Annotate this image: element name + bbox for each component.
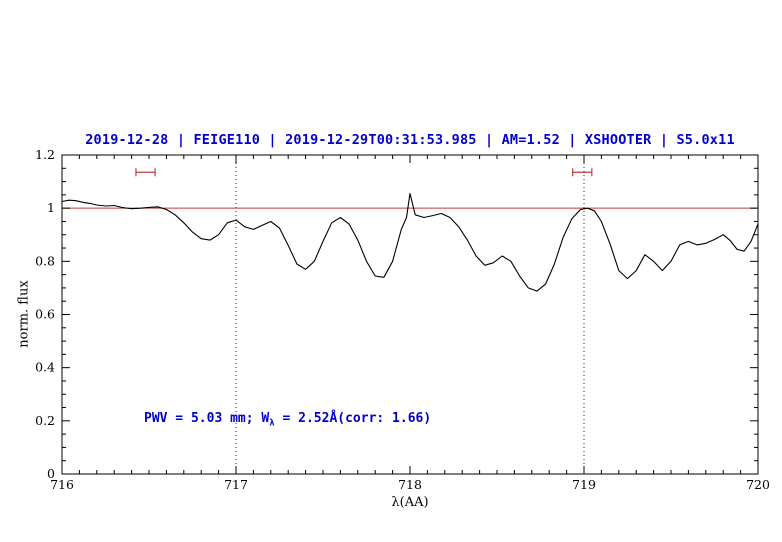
x-tick-label: 720 <box>746 477 770 492</box>
spectrum-path <box>61 192 759 292</box>
y-tick-label: 1.2 <box>35 147 55 162</box>
annotation-suffix: = 2.52Å(corr: 1.66) <box>274 411 432 426</box>
x-axis-label: λ(AA) <box>391 495 429 510</box>
x-tick-label: 716 <box>50 477 74 492</box>
y-tick-label: 0.4 <box>35 360 55 375</box>
y-tick-label: 0 <box>47 466 55 481</box>
annotation-prefix: PWV = 5.03 mm; W <box>144 411 270 426</box>
x-tick-label: 717 <box>224 477 248 492</box>
y-tick-label: 1 <box>47 200 55 215</box>
plot-title: 2019-12-28 | FEIGE110 | 2019-12-29T00:31… <box>85 132 735 148</box>
y-tick-label: 0.8 <box>35 253 55 268</box>
y-axis-label: norm. flux <box>16 280 32 348</box>
y-tick-label: 0.6 <box>35 307 55 322</box>
x-tick-label: 718 <box>398 477 422 492</box>
y-tick-label: 0.2 <box>35 413 55 428</box>
x-tick-label: 719 <box>572 477 596 492</box>
annotation-lambda-subscript: λ <box>269 418 275 429</box>
pwv-annotation: PWV = 5.03 mm; Wλ = 2.52Å(corr: 1.66) <box>144 411 431 429</box>
